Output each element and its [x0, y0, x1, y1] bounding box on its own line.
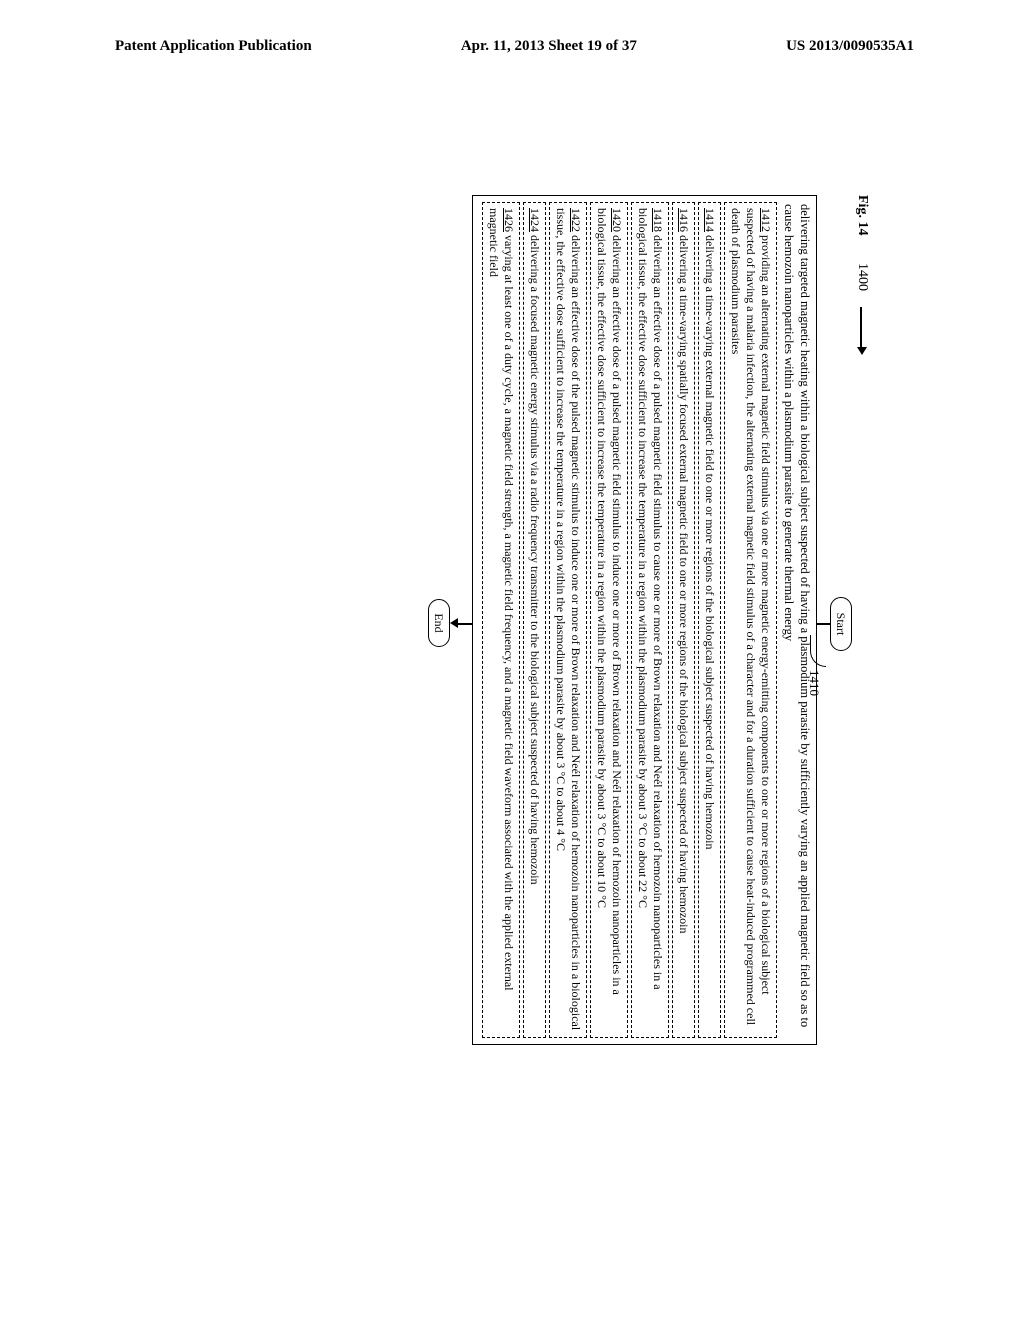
- sub-process-box: 1412 providing an alternating external m…: [724, 202, 777, 1038]
- main-process-box: delivering targeted magnetic heating wit…: [472, 195, 817, 1045]
- sub-process-text: delivering a time-varying external magne…: [703, 232, 717, 849]
- sub-process-number: 1422: [569, 208, 583, 232]
- sub-process-box: 1416 delivering a time-varying spatially…: [672, 202, 695, 1038]
- sub-process-text: delivering a time-varying spatially focu…: [677, 232, 691, 933]
- sub-process-text: delivering an effective dose of the puls…: [554, 208, 583, 1030]
- sub-process-number: 1412: [759, 208, 773, 232]
- sub-process-text: varying at least one of a duty cycle, a …: [487, 208, 516, 991]
- sub-process-number: 1426: [502, 208, 516, 232]
- connector-line: [816, 623, 830, 625]
- sub-process-text: providing an alternating external magnet…: [729, 208, 773, 1025]
- sub-process-number: 1414: [703, 208, 717, 232]
- sub-process-box: 1426 varying at least one of a duty cycl…: [482, 202, 520, 1038]
- sub-process-number: 1424: [528, 208, 542, 232]
- main-process-text: delivering targeted magnetic heating wit…: [781, 202, 812, 1038]
- arrow-right-icon: [856, 307, 866, 353]
- sub-process-box: 1420 delivering an effective dose of a p…: [590, 202, 628, 1038]
- sub-process-box: 1422 delivering an effective dose of the…: [549, 202, 587, 1038]
- sub-process-number: 1420: [610, 208, 624, 232]
- arrow-down-icon: [450, 618, 458, 628]
- sub-process-text: delivering an effective dose of a pulsed…: [595, 208, 624, 995]
- sub-process-number: 1416: [677, 208, 691, 232]
- figure-container: Fig. 14 1400 Start 1410 delivering targe…: [115, 290, 965, 950]
- figure-label: Fig. 14: [854, 195, 870, 235]
- sub-process-box: 1424 delivering a focused magnetic energ…: [523, 202, 546, 1038]
- header-left: Patent Application Publication: [115, 38, 312, 55]
- figure-inner: Fig. 14 1400 Start 1410 delivering targe…: [210, 195, 870, 1045]
- flowchart-number: 1400: [854, 263, 870, 291]
- sub-process-box: 1418 delivering an effective dose of a p…: [631, 202, 669, 1038]
- start-node: Start: [830, 597, 852, 651]
- sub-process-text: delivering an effective dose of a pulsed…: [636, 208, 665, 990]
- page-header: Patent Application Publication Apr. 11, …: [0, 38, 1024, 55]
- sub-process-box: 1414 delivering a time-varying external …: [698, 202, 721, 1038]
- connector-line: [458, 623, 472, 625]
- header-right: US 2013/0090535A1: [786, 38, 914, 55]
- sub-process-number: 1418: [651, 208, 665, 232]
- sub-process-text: delivering a focused magnetic energy sti…: [528, 232, 542, 885]
- header-center: Apr. 11, 2013 Sheet 19 of 37: [461, 38, 637, 55]
- end-node: End: [428, 599, 450, 647]
